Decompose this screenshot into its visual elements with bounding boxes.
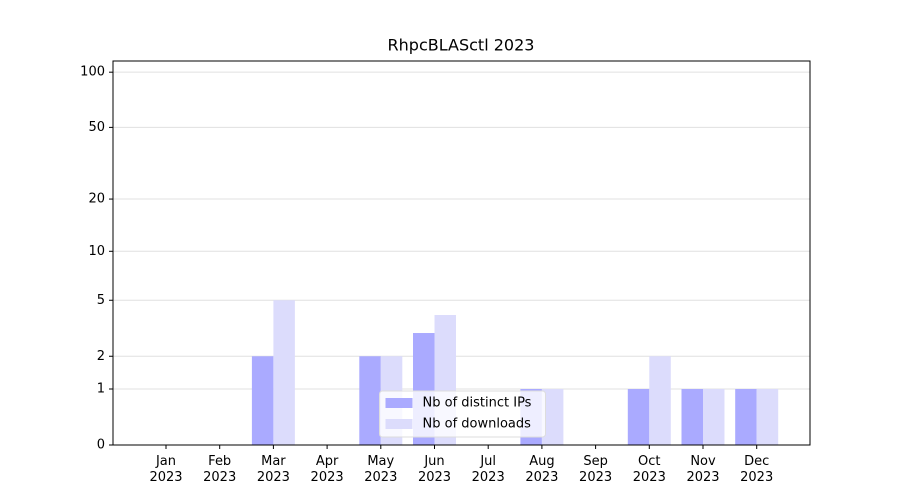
bar	[627, 389, 650, 445]
x-tick-label: Nov 2023	[686, 454, 719, 485]
x-tick-label: Mar 2023	[257, 454, 290, 485]
legend-swatch	[385, 419, 413, 429]
y-tick-label: 50	[88, 120, 105, 135]
bar	[649, 356, 671, 445]
y-tick-label: 10	[88, 244, 105, 259]
y-tick-label: 5	[97, 293, 105, 308]
legend-label: Nb of distinct IPs	[423, 396, 532, 411]
x-tick-label: May 2023	[364, 454, 397, 485]
legend: Nb of distinct IPs Nb of downloads	[379, 390, 546, 438]
y-tick-label: 1	[97, 382, 105, 397]
chart-title: RhpcBLASctl 2023	[388, 36, 535, 55]
bar	[756, 389, 779, 445]
x-tick-label: Jul 2023	[472, 454, 505, 485]
y-tick-label: 2	[97, 349, 105, 364]
x-tick-label: Aug 2023	[525, 454, 558, 485]
bar	[735, 389, 757, 445]
bar	[273, 300, 295, 445]
bar	[251, 356, 274, 445]
x-tick-label: Jan 2023	[149, 454, 182, 485]
plot-frame	[112, 60, 811, 446]
x-tick-label: Jun 2023	[418, 454, 451, 485]
y-tick-label: 100	[80, 65, 105, 80]
bar	[703, 389, 725, 445]
legend-swatch	[385, 398, 413, 408]
legend-box	[379, 390, 546, 438]
x-tick-label: Sep 2023	[579, 454, 612, 485]
x-tick-label: Feb 2023	[203, 454, 236, 485]
legend-label: Nb of downloads	[423, 417, 532, 432]
x-tick-label: Apr 2023	[311, 454, 344, 485]
bar	[359, 356, 381, 445]
x-tick-label: Dec 2023	[740, 454, 773, 485]
y-tick-label: 0	[97, 438, 105, 453]
y-tick-label: 20	[88, 192, 105, 207]
bar	[681, 389, 703, 445]
bar	[541, 389, 564, 445]
x-tick-label: Oct 2023	[633, 454, 666, 485]
